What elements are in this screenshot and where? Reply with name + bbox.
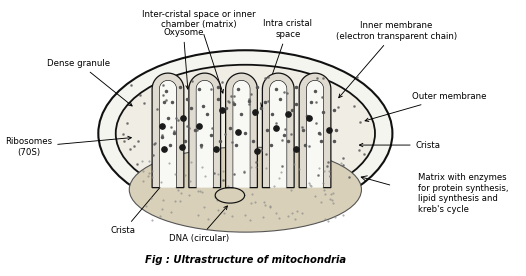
PathPatch shape — [189, 73, 220, 188]
Text: Crista: Crista — [111, 181, 166, 235]
Text: Dense granule: Dense granule — [47, 59, 132, 106]
PathPatch shape — [152, 73, 184, 188]
PathPatch shape — [299, 73, 331, 188]
Ellipse shape — [129, 147, 361, 232]
Text: Ribosomes
(70S): Ribosomes (70S) — [5, 136, 132, 157]
PathPatch shape — [307, 81, 323, 188]
PathPatch shape — [160, 81, 176, 188]
PathPatch shape — [262, 73, 294, 188]
PathPatch shape — [270, 81, 287, 188]
Text: Outer membrane: Outer membrane — [365, 92, 486, 121]
Ellipse shape — [116, 65, 375, 202]
Text: Oxysome: Oxysome — [163, 28, 204, 89]
Text: Inner membrane
(electron transparent chain): Inner membrane (electron transparent cha… — [336, 21, 457, 98]
Text: Crista: Crista — [359, 140, 441, 150]
Text: Intra cristal
space: Intra cristal space — [261, 19, 312, 107]
PathPatch shape — [226, 73, 257, 188]
Text: DNA (circular): DNA (circular) — [169, 206, 229, 243]
Ellipse shape — [98, 50, 392, 217]
Text: Fig : Ultrastructure of mitochondria: Fig : Ultrastructure of mitochondria — [145, 255, 346, 265]
PathPatch shape — [233, 81, 250, 188]
PathPatch shape — [197, 81, 213, 188]
Text: Matrix with enzymes
for protein synthesis,
lipid synthesis and
kreb's cycle: Matrix with enzymes for protein synthesi… — [418, 173, 508, 214]
Text: Inter-cristal space or inner
chamber (matrix): Inter-cristal space or inner chamber (ma… — [142, 10, 256, 93]
